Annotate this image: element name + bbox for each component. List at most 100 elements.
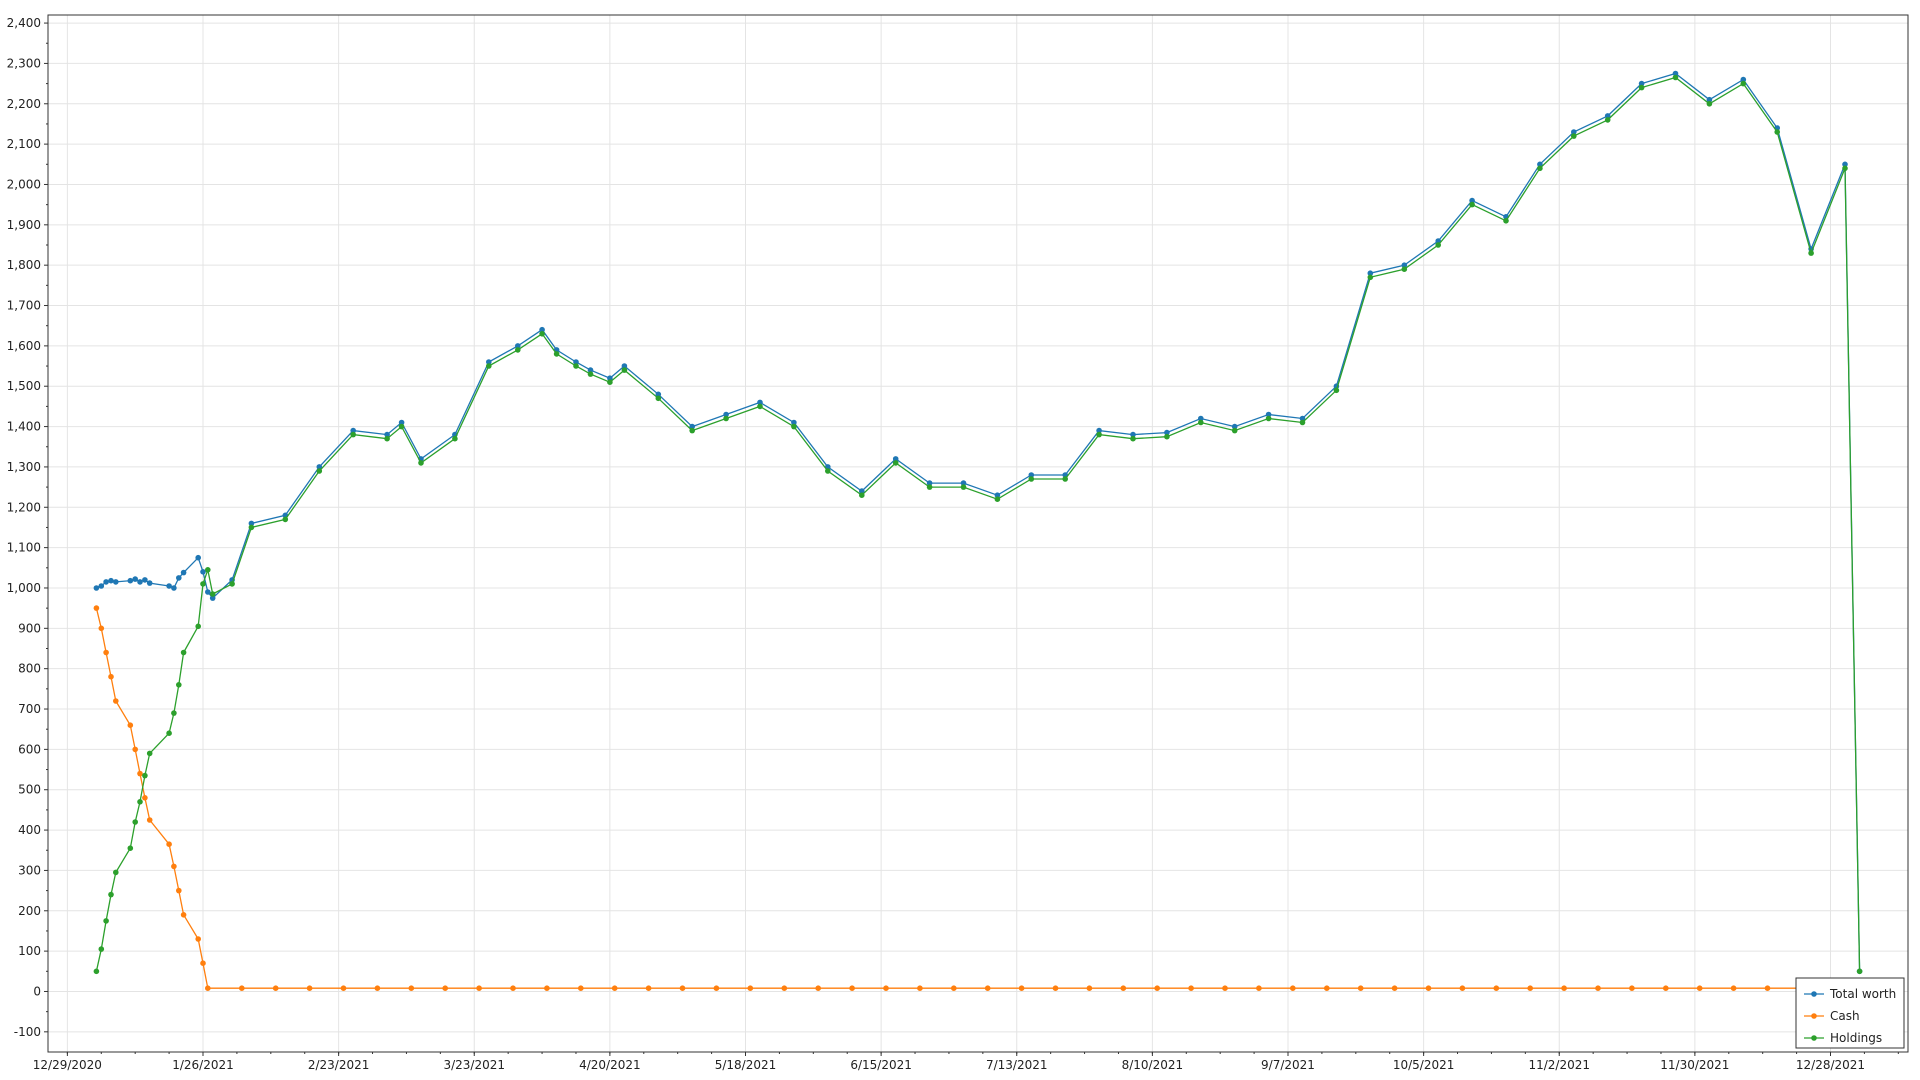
data-point (791, 423, 797, 430)
data-point (926, 484, 933, 490)
data-point (113, 579, 119, 585)
data-point (1527, 985, 1533, 991)
y-tick-label: 200 (18, 904, 41, 918)
y-tick-label: 2,200 (7, 97, 41, 111)
x-tick-label: 11/2/2021 (1528, 1058, 1590, 1072)
data-point (1808, 250, 1814, 256)
data-point (108, 891, 114, 898)
data-point (573, 363, 579, 369)
data-point (176, 887, 182, 894)
data-point (573, 359, 579, 365)
y-tick-label: 1,300 (7, 460, 41, 474)
data-point (93, 605, 100, 611)
data-point (374, 985, 381, 991)
data-point (951, 985, 957, 991)
data-point (1459, 985, 1466, 991)
data-point (1164, 429, 1170, 436)
x-tick-label: 11/30/2021 (1660, 1058, 1729, 1072)
data-point (655, 391, 662, 398)
legend-item: Cash (1804, 1009, 1860, 1023)
data-point (142, 577, 148, 583)
y-tick-label: 0 (33, 984, 41, 998)
x-tick-label: 5/18/2021 (715, 1058, 777, 1072)
data-point (587, 367, 594, 373)
legend-swatch-marker (1811, 1035, 1817, 1041)
data-point (146, 580, 153, 586)
data-point (1764, 985, 1771, 991)
data-point (486, 363, 492, 369)
series-cash (93, 605, 1863, 991)
y-tick-label: 1,600 (7, 339, 41, 353)
data-point (1469, 201, 1475, 208)
data-point (1672, 74, 1679, 81)
data-point (1130, 431, 1136, 438)
series-layer (93, 70, 1863, 991)
data-point (1561, 985, 1567, 991)
data-point (384, 435, 390, 442)
data-point (1856, 968, 1863, 975)
data-point (859, 492, 865, 499)
data-point (200, 581, 206, 587)
data-point (282, 516, 289, 523)
y-tick-label: 2,000 (7, 177, 41, 191)
data-point (1672, 70, 1679, 77)
data-point (316, 464, 323, 470)
data-point (418, 460, 424, 466)
data-point (1096, 431, 1102, 438)
data-point (689, 427, 695, 434)
data-point (132, 576, 138, 582)
data-point (98, 625, 105, 632)
data-point (1571, 129, 1577, 135)
data-point (340, 985, 347, 991)
data-point (171, 710, 177, 716)
data-point (515, 347, 521, 353)
grid-lines (48, 15, 1908, 1052)
data-point (1638, 80, 1645, 87)
data-point (1638, 84, 1645, 91)
data-point (510, 985, 516, 991)
data-point (98, 583, 105, 589)
data-point (917, 985, 923, 991)
data-point (1018, 985, 1025, 991)
data-point (1493, 985, 1500, 991)
y-tick-label: 1,900 (7, 218, 41, 232)
data-point (1469, 197, 1475, 204)
data-point (757, 399, 763, 406)
data-point (1604, 113, 1611, 119)
x-tick-label: 4/20/2021 (579, 1058, 641, 1072)
data-point (146, 750, 153, 757)
data-point (103, 579, 109, 585)
data-point (180, 649, 187, 656)
data-point (960, 480, 967, 486)
data-point (1391, 985, 1398, 991)
x-axis: 12/29/2020 1/26/2021 2/23/2021 3/23/2021 4/2… (33, 1052, 1899, 1072)
data-point (408, 985, 415, 991)
data-point (142, 795, 148, 801)
y-tick-label: 500 (18, 783, 41, 797)
plot-frame (47, 14, 1909, 1053)
data-point (384, 431, 390, 438)
data-point (1231, 423, 1238, 430)
x-tick-label: 3/23/2021 (443, 1058, 505, 1072)
x-tick-label: 1/26/2021 (172, 1058, 234, 1072)
data-point (1629, 985, 1635, 991)
data-point (195, 936, 201, 942)
data-point (93, 585, 100, 591)
data-point (1571, 133, 1577, 139)
data-point (93, 968, 100, 975)
data-point (306, 985, 313, 991)
data-point (1696, 985, 1703, 991)
data-point (1730, 985, 1737, 991)
legend: Total worth Cash Holdings (1795, 977, 1905, 1049)
data-point (1842, 165, 1848, 172)
data-point (1231, 427, 1238, 434)
data-point (960, 484, 967, 490)
legend-item: Holdings (1804, 1031, 1882, 1045)
data-point (621, 363, 628, 369)
data-point (781, 985, 788, 991)
data-point (248, 524, 255, 531)
data-point (127, 722, 134, 728)
data-point (180, 569, 187, 576)
